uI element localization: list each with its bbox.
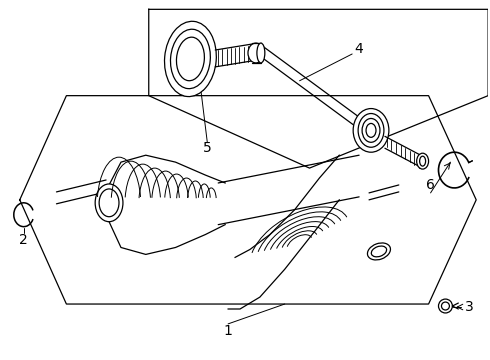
Text: 5: 5 (203, 141, 212, 155)
Ellipse shape (165, 21, 216, 96)
Ellipse shape (366, 123, 376, 137)
Text: 1: 1 (224, 324, 233, 338)
Text: 6: 6 (426, 178, 435, 192)
Ellipse shape (358, 113, 384, 147)
Ellipse shape (257, 43, 265, 63)
Ellipse shape (353, 109, 389, 152)
Text: 3: 3 (465, 300, 474, 314)
Ellipse shape (248, 43, 264, 63)
Ellipse shape (439, 299, 452, 313)
Ellipse shape (95, 184, 123, 222)
Text: 2: 2 (19, 233, 28, 247)
Ellipse shape (416, 153, 429, 169)
Text: 4: 4 (355, 42, 364, 56)
Ellipse shape (368, 243, 391, 260)
Ellipse shape (362, 118, 380, 142)
